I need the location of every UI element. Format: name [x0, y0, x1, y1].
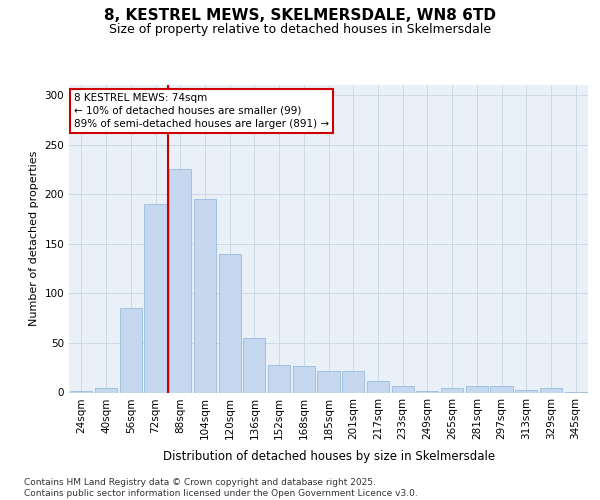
Bar: [392, 386, 414, 392]
Bar: [317, 370, 340, 392]
Text: Distribution of detached houses by size in Skelmersdale: Distribution of detached houses by size …: [163, 450, 495, 463]
Bar: [243, 338, 265, 392]
Bar: [218, 254, 241, 392]
Bar: [490, 386, 512, 392]
Text: Contains HM Land Registry data © Crown copyright and database right 2025.
Contai: Contains HM Land Registry data © Crown c…: [24, 478, 418, 498]
Bar: [466, 386, 488, 392]
Bar: [169, 170, 191, 392]
Bar: [515, 390, 538, 392]
Text: Size of property relative to detached houses in Skelmersdale: Size of property relative to detached ho…: [109, 22, 491, 36]
Bar: [367, 380, 389, 392]
Bar: [441, 388, 463, 392]
Y-axis label: Number of detached properties: Number of detached properties: [29, 151, 39, 326]
Bar: [268, 364, 290, 392]
Bar: [194, 199, 216, 392]
Text: 8 KESTREL MEWS: 74sqm
← 10% of detached houses are smaller (99)
89% of semi-deta: 8 KESTREL MEWS: 74sqm ← 10% of detached …: [74, 92, 329, 129]
Bar: [342, 370, 364, 392]
Bar: [70, 390, 92, 392]
Bar: [119, 308, 142, 392]
Text: 8, KESTREL MEWS, SKELMERSDALE, WN8 6TD: 8, KESTREL MEWS, SKELMERSDALE, WN8 6TD: [104, 8, 496, 22]
Bar: [293, 366, 315, 392]
Bar: [145, 204, 167, 392]
Bar: [416, 390, 439, 392]
Bar: [95, 388, 117, 392]
Bar: [540, 388, 562, 392]
